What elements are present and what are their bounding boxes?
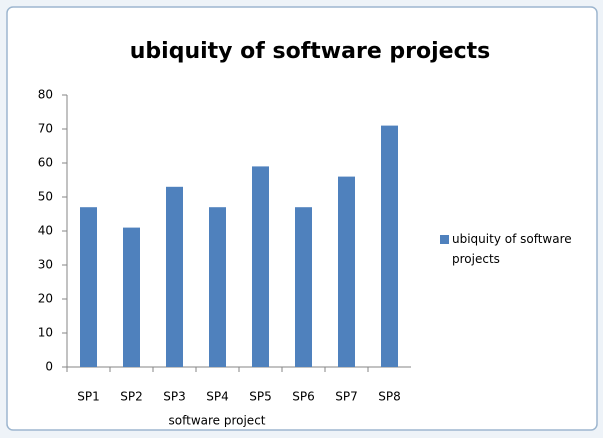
x-tick-label: SP5 [249, 390, 272, 404]
y-tick-label: 80 [38, 88, 53, 102]
x-tick-label: SP3 [163, 390, 186, 404]
y-tick-label: 10 [38, 326, 53, 340]
x-tick-label: SP8 [378, 390, 401, 404]
bar [338, 176, 355, 367]
y-tick-label: 60 [38, 156, 53, 170]
bar [166, 186, 183, 367]
bar [209, 207, 226, 367]
bar [295, 207, 312, 367]
bar [252, 166, 269, 367]
y-tick-label: 40 [38, 224, 53, 238]
bar [381, 125, 398, 367]
x-tick-label: SP2 [120, 390, 143, 404]
y-tick-label: 30 [38, 258, 53, 272]
x-axis-label: software project [169, 414, 266, 428]
x-tick-label: SP1 [77, 390, 100, 404]
y-tick-label: 70 [38, 122, 53, 136]
y-tick-label: 20 [38, 292, 53, 306]
legend-label: ubiquity of software projects [452, 232, 572, 266]
bar [80, 207, 97, 367]
bar [123, 227, 140, 367]
y-tick-label: 0 [45, 360, 53, 374]
x-tick-label: SP4 [206, 390, 229, 404]
x-tick-label: SP6 [292, 390, 315, 404]
legend-swatch [440, 235, 449, 244]
x-tick-label: SP7 [335, 390, 358, 404]
y-tick-label: 50 [38, 190, 53, 204]
chart-title: ubiquity of software projects [130, 39, 491, 64]
legend-entry: ubiquity of software projects [452, 232, 572, 266]
